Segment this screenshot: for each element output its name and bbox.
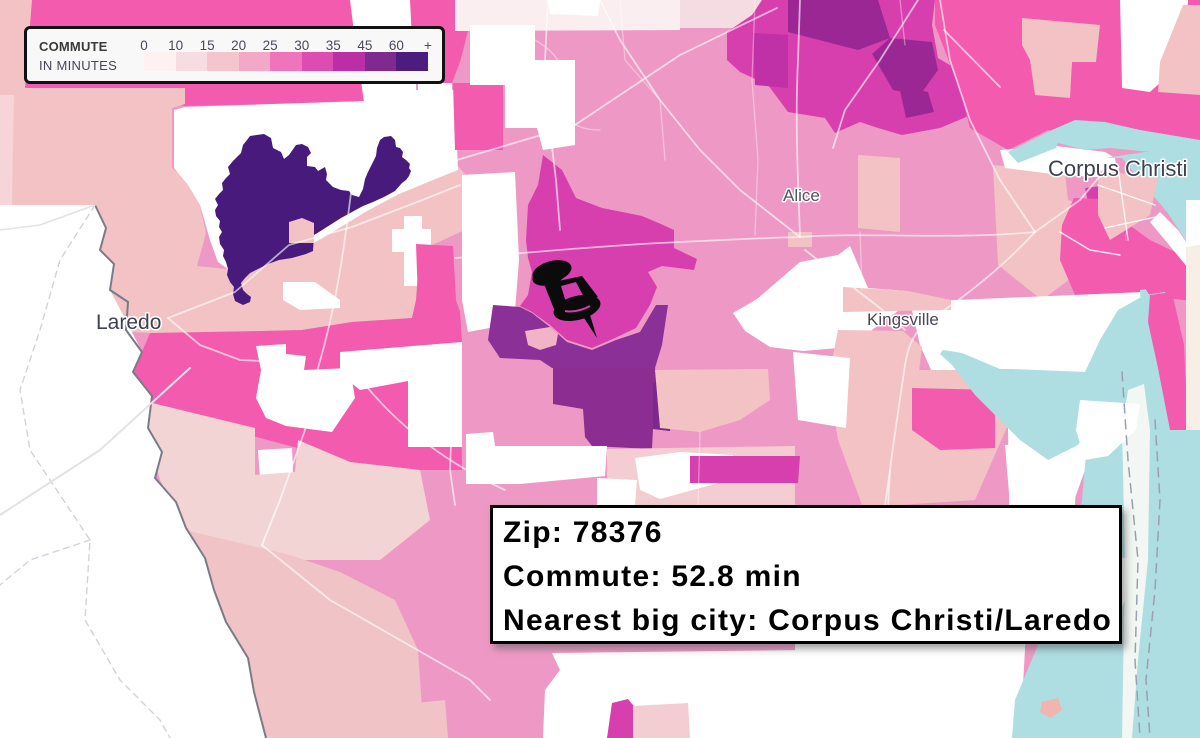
svg-text:Alice: Alice bbox=[783, 186, 820, 205]
svg-text:Laredo: Laredo bbox=[96, 311, 161, 334]
svg-text:Corpus Christi: Corpus Christi bbox=[1048, 156, 1187, 181]
svg-text:Kingsville: Kingsville bbox=[867, 310, 939, 329]
